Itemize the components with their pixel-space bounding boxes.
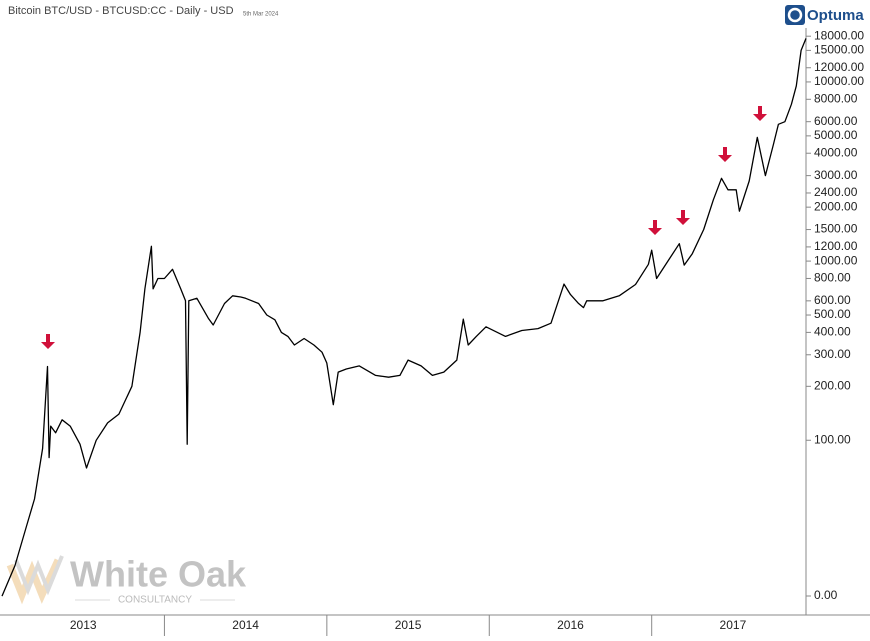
arrow [676,210,690,225]
y-tick-label: 15000.00 [814,43,864,57]
chart-subtitle: 5th Mar 2024 [243,12,279,18]
y-tick-label: 1000.00 [814,253,858,267]
arrow [648,220,662,235]
brand-icon-mark [787,7,803,23]
y-tick-label: 4000.00 [814,145,858,159]
y-tick-label: 3000.00 [814,168,858,182]
y-tick-label: 500.00 [814,307,851,321]
x-tick-label: 2017 [720,618,747,632]
watermark-sub: CONSULTANCY [118,595,192,606]
y-tick-label: 10000.00 [814,74,864,88]
chart-title: Bitcoin BTC/USD - BTCUSD:CC - Daily - US… [8,5,234,17]
watermark [6,555,235,605]
y-tick-label: 2400.00 [814,185,858,199]
price-line [1,38,807,597]
annotations [41,106,767,349]
arrow [753,106,767,121]
watermark-text: White Oak [70,554,247,595]
y-tick-label: 0.00 [814,588,838,602]
x-tick-label: 2015 [395,618,422,632]
y-tick-label: 600.00 [814,293,851,307]
y-tick-label: 12000.00 [814,60,864,74]
x-tick-label: 2013 [70,618,97,632]
y-tick-label: 5000.00 [814,128,858,142]
x-tick-label: 2016 [557,618,584,632]
y-tick-label: 1200.00 [814,239,858,253]
y-tick-label: 8000.00 [814,91,858,105]
y-tick-label: 200.00 [814,378,851,392]
watermark-logo-2 [14,555,64,596]
x-tick-label: 2014 [232,618,259,632]
watermark-logo [6,558,62,605]
arrow [41,334,55,349]
arrow [718,147,732,162]
y-tick-label: 800.00 [814,271,851,285]
y-tick-label: 6000.00 [814,114,858,128]
y-tick-label: 2000.00 [814,199,858,213]
y-tick-label: 400.00 [814,325,851,339]
y-tick-label: 18000.00 [814,28,864,42]
brand-text: Optuma [807,7,864,24]
y-tick-label: 300.00 [814,347,851,361]
y-tick-label: 1500.00 [814,222,858,236]
y-tick-label: 100.00 [814,432,851,446]
